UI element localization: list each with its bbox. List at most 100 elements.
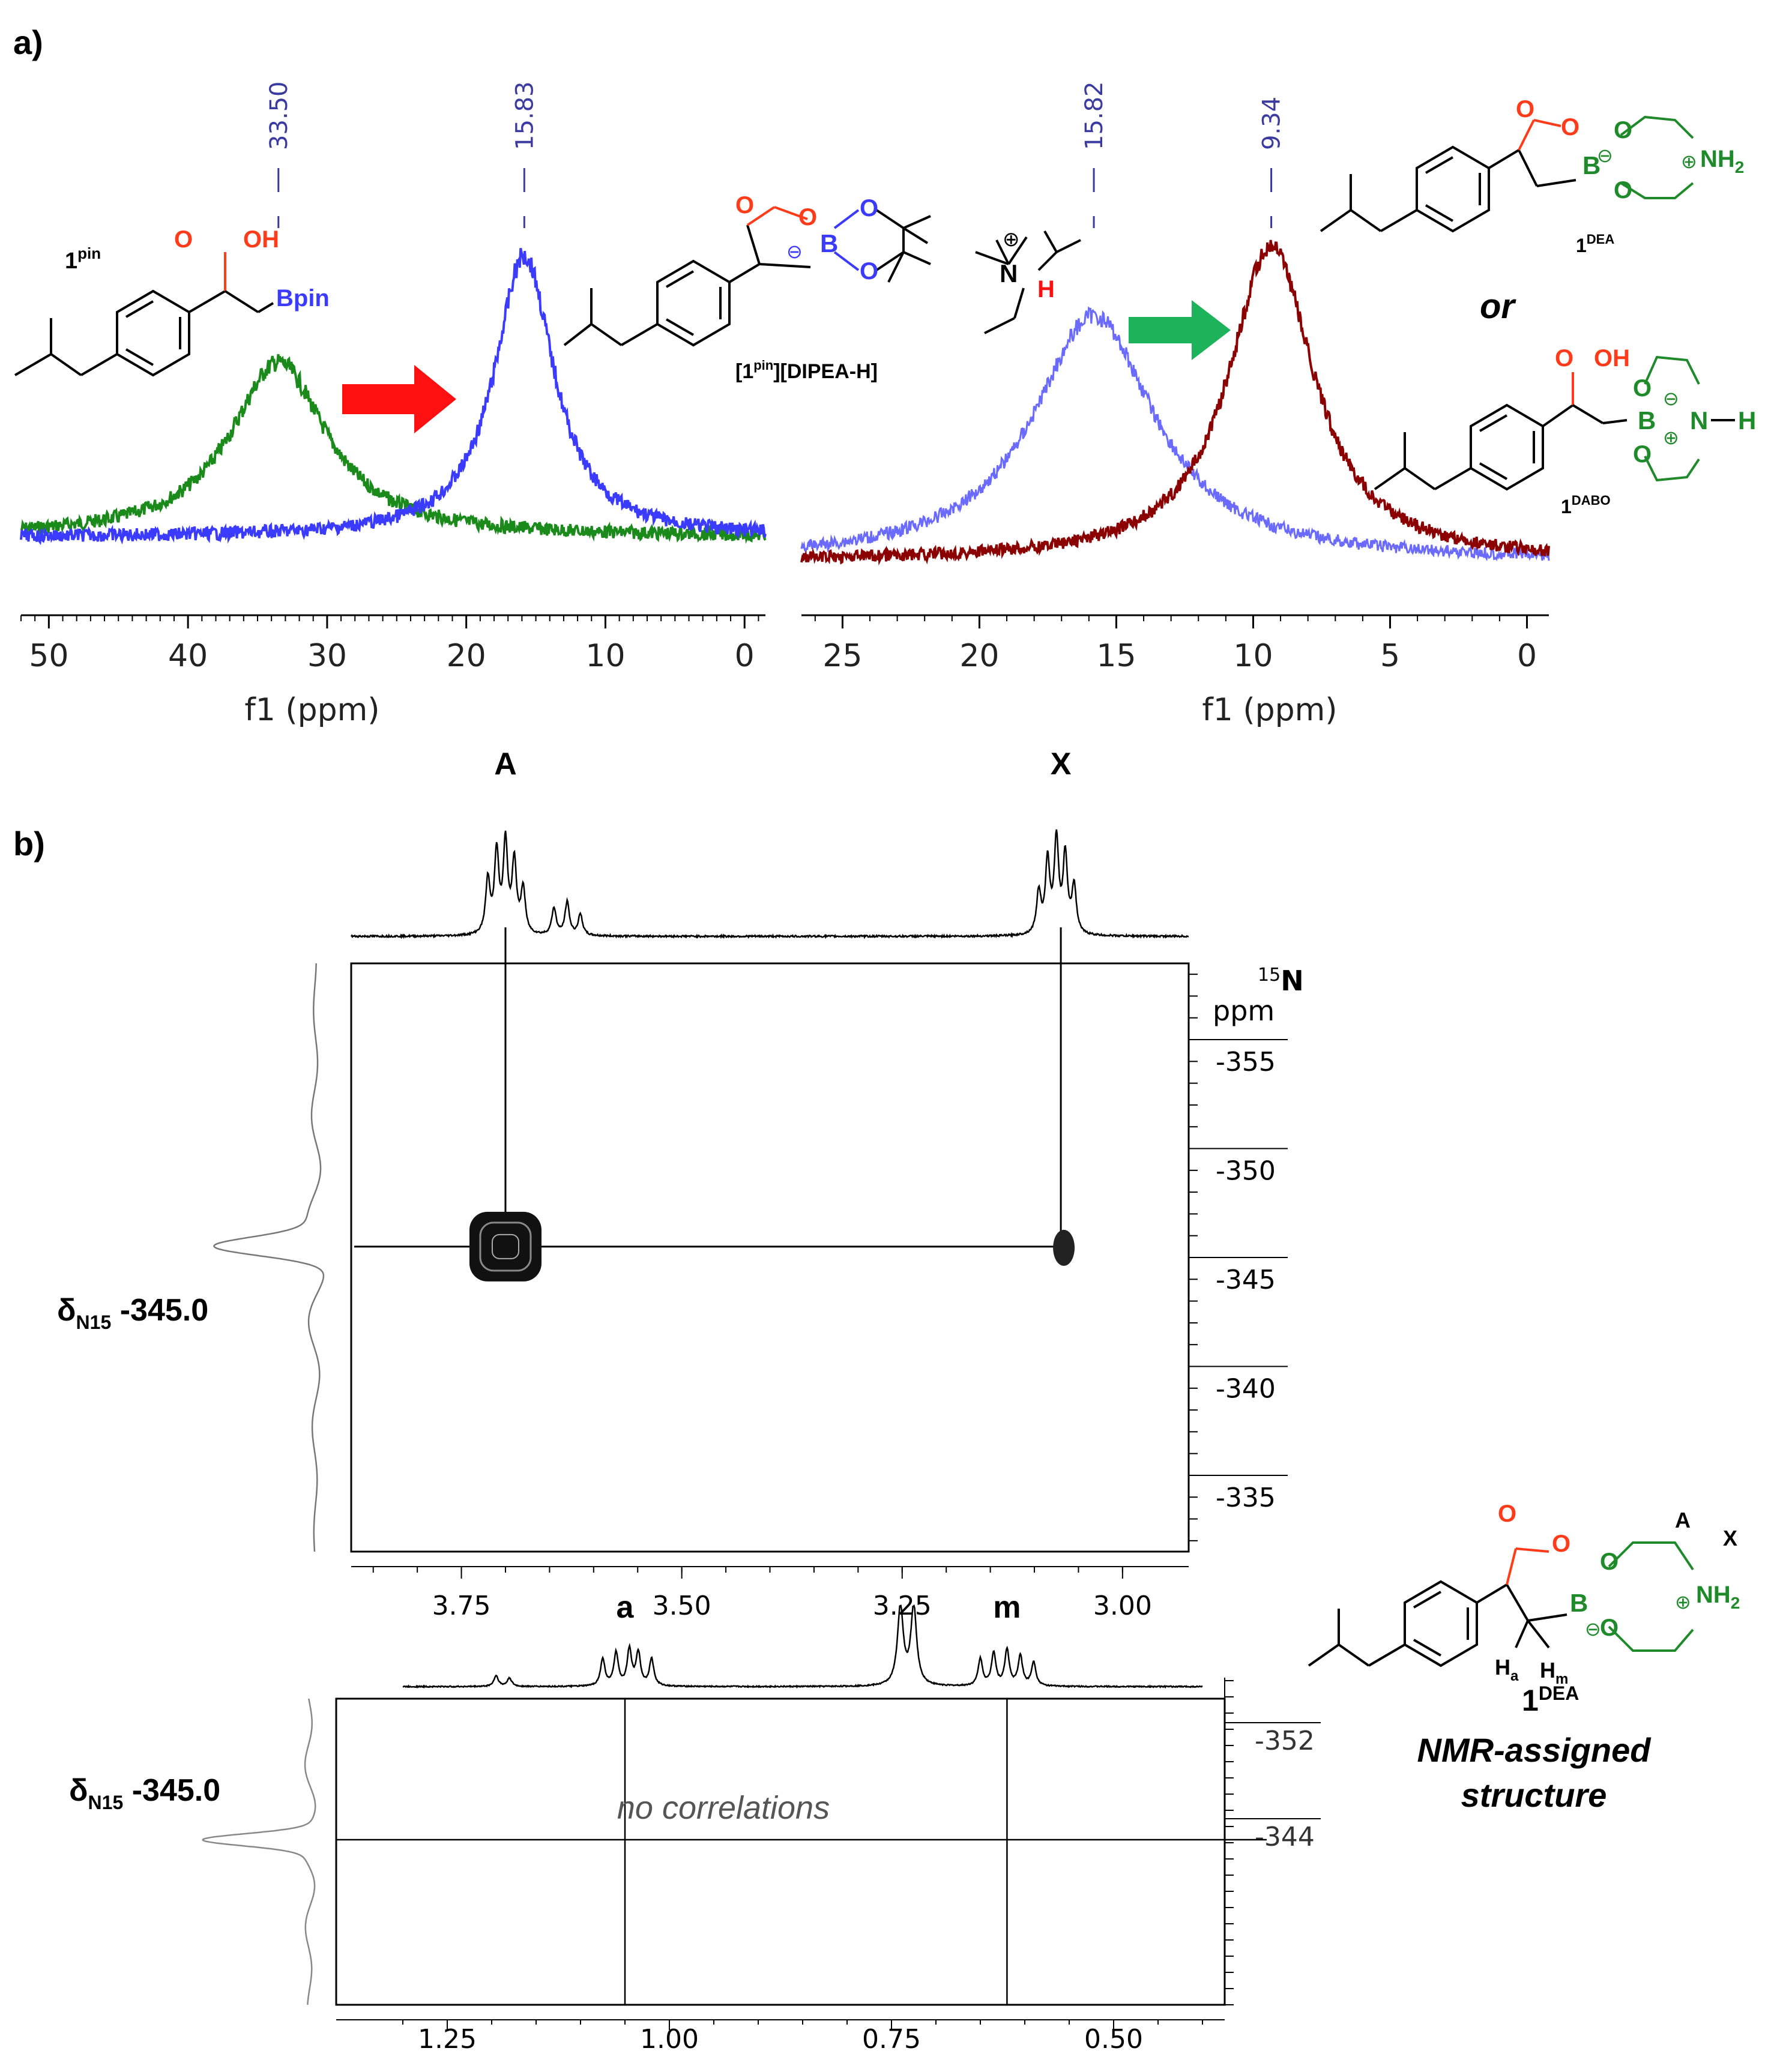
assigned-caption-line1: NMR-assigned — [1417, 1731, 1652, 1769]
1dea-label: 1DEA — [1576, 232, 1614, 256]
x-tick-label: 40 — [168, 638, 208, 674]
x-tick-label: 0 — [735, 638, 755, 674]
crosspeak-small — [1053, 1229, 1075, 1266]
peak-label: 9.34 — [1258, 97, 1286, 150]
structure-1pin — [14, 252, 274, 377]
b-lower-plot-frame — [335, 1697, 1226, 2006]
peak-label: 33.50 — [265, 81, 293, 150]
1dea-carbonyl-o: O — [1516, 96, 1534, 122]
x-tick-label: 20 — [959, 638, 999, 674]
1dea-o-upper: O — [1614, 117, 1632, 143]
1dabo-minus: ⊖ — [1663, 388, 1679, 409]
dipea-plus: ⊕ — [1003, 228, 1020, 251]
1dabo-label: 1DABO — [1561, 493, 1611, 517]
dipea-label: [1pin][DIPEA-H] — [735, 358, 878, 383]
chart-a-left: 50 40 30 20 10 0 33.50 15.83 f1 (ppm) — [20, 81, 767, 728]
b-lower-y-ticks: -352 -344 — [1225, 1680, 1321, 2005]
1dea-plus: ⊕ — [1681, 151, 1697, 172]
proton-spectrum — [402, 1604, 1203, 1689]
series-blue_light — [800, 306, 1550, 562]
1dabo-n: N — [1690, 406, 1708, 435]
b-upper-n15-projection — [213, 963, 325, 1552]
proton-spectrum — [350, 829, 1189, 939]
b-upper-y-unit-ppm: ppm — [1213, 995, 1275, 1027]
no-correlations-annotation: no correlations — [617, 1790, 830, 1826]
b-upper-x-ticks: 3.75 3.50 3.25 3.00 — [372, 1567, 1152, 1621]
structure-1dabo — [1374, 355, 1700, 491]
x-tick-label: 0.75 — [862, 2024, 921, 2051]
dipea-minus: ⊖ — [786, 241, 803, 262]
y-tick-label: -344 — [1255, 1822, 1315, 1852]
x-tick-label: 3.50 — [653, 1591, 711, 1621]
a-left-x-label: f1 (ppm) — [244, 692, 379, 728]
x-tick-label: 50 — [29, 638, 68, 674]
b-upper-crosspeaks — [354, 927, 1075, 1281]
assigned-x-label: X — [1723, 1526, 1737, 1550]
x-tick-label: 1.00 — [640, 2024, 699, 2051]
x-tick-label: 20 — [447, 638, 486, 674]
assigned-label: 1DEA — [1522, 1682, 1579, 1717]
b-lower-correlation-lines — [336, 1699, 1267, 2005]
x-tick-label: 10 — [585, 638, 625, 674]
chart-a-right: 25 20 15 10 5 0 15.82 9.34 f1 (ppm) — [800, 81, 1550, 728]
x-tick-label: 3.75 — [432, 1591, 491, 1621]
1dabo-carbonyl-o: O — [1555, 345, 1573, 372]
peak-letter: X — [1051, 747, 1072, 782]
y-tick-label: -355 — [1216, 1047, 1276, 1077]
series-blue — [20, 247, 767, 546]
panel-b-label: b) — [13, 825, 45, 863]
x-tick-label: 30 — [307, 638, 347, 674]
peak-letter: m — [993, 1590, 1021, 1625]
assigned-o-upper: O — [1600, 1549, 1619, 1575]
peak-label: 15.83 — [511, 81, 539, 150]
peak-letter: A — [494, 747, 517, 782]
structure-dipea-salt — [563, 206, 1081, 347]
peak-letter: a — [617, 1590, 635, 1625]
assigned-a-label: A — [1675, 1508, 1691, 1532]
assigned-o-lower: O — [1600, 1615, 1619, 1641]
x-tick-label: 3.00 — [1093, 1591, 1152, 1621]
assigned-plus: ⊕ — [1675, 1591, 1691, 1613]
n15-projection — [202, 1698, 316, 2005]
1dabo-plus: ⊕ — [1663, 427, 1679, 448]
crosspeak-contour-inner — [491, 1233, 519, 1259]
assigned-b: B — [1570, 1589, 1588, 1617]
structure-assigned-1dea — [1308, 1541, 1694, 1667]
assigned-carbonyl-o: O — [1498, 1501, 1516, 1527]
a-right-x-label: f1 (ppm) — [1202, 692, 1337, 728]
1dabo-b: B — [1638, 406, 1656, 435]
1dabo-oh: OH — [1594, 345, 1630, 372]
1dea-nh2: NH2 — [1700, 146, 1744, 176]
y-tick-label: -352 — [1255, 1726, 1315, 1756]
y-tick-label: -335 — [1216, 1483, 1276, 1513]
b-upper-y-unit-15n: 15N — [1258, 965, 1304, 997]
series-green — [20, 354, 767, 544]
dipea-h: H — [1037, 276, 1055, 303]
x-tick-label: 5 — [1380, 638, 1400, 674]
series-darkred — [800, 239, 1550, 566]
1dea-o-lower: O — [1614, 177, 1632, 203]
a-left-series — [20, 247, 767, 546]
y-tick-label: -340 — [1216, 1373, 1276, 1404]
green-reaction-arrow — [1129, 300, 1231, 360]
or-text: or — [1480, 287, 1516, 326]
x-tick-label: 15 — [1096, 638, 1136, 674]
1pin-benzene-ring — [116, 289, 190, 377]
x-tick-label: 10 — [1233, 638, 1273, 674]
a-left-ticks: 50 40 30 20 10 0 — [20, 615, 759, 674]
x-tick-label: 25 — [822, 638, 862, 674]
dipea-b: B — [820, 229, 838, 258]
1dea-b: B — [1582, 151, 1600, 179]
1dabo-h: H — [1738, 406, 1756, 435]
assigned-ring-o: O — [1552, 1531, 1570, 1557]
crosspeak-contour — [479, 1221, 532, 1272]
dipea-carbonyl-o: O — [735, 192, 754, 218]
1pin-carbonyl-o: O — [174, 226, 193, 253]
b-upper-n15-shift-label: δN15 -345.0 — [57, 1293, 208, 1333]
assigned-ha: Ha — [1495, 1655, 1519, 1684]
